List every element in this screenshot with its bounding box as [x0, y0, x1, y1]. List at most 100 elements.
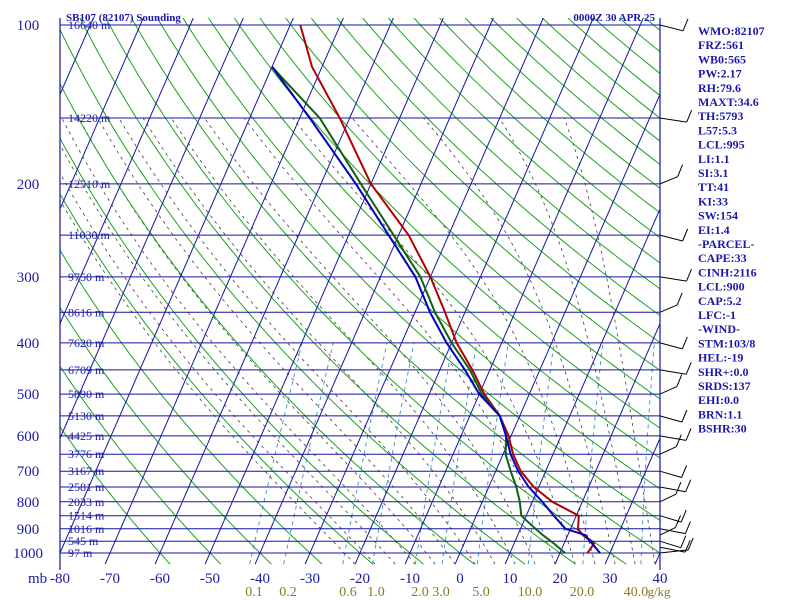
- isotherm-line: [604, 437, 660, 565]
- wind-barb-feather: [681, 409, 688, 423]
- index-entry: -PARCEL-: [698, 237, 754, 251]
- parcel-profile-line: [271, 66, 601, 554]
- wind-barb: [659, 434, 682, 455]
- isotherm-line: [154, 18, 394, 565]
- wind-barb-staff: [659, 415, 683, 423]
- wind-barb-feather: [677, 164, 684, 177]
- stability-indices-panel: WMO:82107FRZ:561WB0:565PW:2.17RH:79.6MAX…: [698, 24, 765, 436]
- wind-barb: [659, 537, 694, 554]
- wind-barb-staff: [659, 470, 682, 478]
- index-entry: SHR+:0.0: [698, 365, 749, 379]
- wind-barb-staff: [659, 546, 686, 553]
- wind-barb-feather: [686, 109, 693, 123]
- isotherm-line: [60, 18, 144, 211]
- wind-barb-feather: [686, 268, 692, 282]
- mixing-ratio-unit: g/kg: [647, 584, 671, 599]
- index-entry: LI:1.1: [698, 152, 730, 166]
- height-label: 97 m: [68, 546, 93, 560]
- wind-barb: [659, 268, 692, 282]
- temperature-tick-label: 20: [553, 571, 568, 587]
- wind-barb-staff: [659, 342, 683, 350]
- mixing-ratio-line: [342, 342, 388, 565]
- isotherm-line: [254, 18, 494, 565]
- wind-barb: [659, 18, 689, 32]
- height-label: 16640 m: [68, 18, 111, 32]
- mixing-ratio-label: 2.0: [411, 585, 429, 600]
- pressure-tick-label: 200: [17, 177, 40, 193]
- wind-barb-staff: [659, 234, 683, 242]
- pressure-tick-label: 300: [17, 270, 40, 286]
- wind-barb: [659, 509, 687, 523]
- wind-barb-feather: [681, 465, 688, 478]
- isotherm-line: [104, 18, 344, 565]
- temperature-tick-label: -20: [350, 571, 370, 587]
- index-entry: CAP:5.2: [698, 294, 742, 308]
- wind-barb-staff: [659, 435, 687, 441]
- index-entry: HEL:-19: [698, 351, 743, 365]
- temperature-tick-label: 10: [503, 571, 518, 587]
- mixing-ratio-label: 3.0: [432, 585, 450, 600]
- temperature-axis-labels: -80 -70 -60 -50 -40 -30 -20 -10 0 10 20 30 40: [50, 571, 668, 587]
- isotherm-line: [60, 18, 294, 555]
- wind-barb-staff: [659, 24, 684, 32]
- height-label: 3167 m: [68, 464, 105, 478]
- isotherm-line: [204, 18, 444, 565]
- isotherm-line: [304, 18, 544, 565]
- wind-barb: [659, 362, 692, 375]
- wind-barb: [659, 409, 688, 423]
- wind-barb-staff: [659, 369, 687, 375]
- mixing-ratio-line: [441, 342, 478, 565]
- wind-barb: [659, 109, 693, 123]
- index-entry: EHI:0.0: [698, 393, 739, 407]
- mixing-ratio-line: [640, 342, 655, 565]
- wind-barb: [659, 428, 692, 441]
- temperature-tick-label: 30: [603, 571, 618, 587]
- pressure-tick-label: 700: [17, 464, 40, 480]
- wind-barb-feather: [685, 428, 692, 441]
- wind-barb-staff: [659, 446, 677, 455]
- mixing-ratio-label: 20.0: [570, 585, 595, 600]
- x-axis-unit: mb: [28, 571, 47, 587]
- index-entry: LCL:995: [698, 138, 745, 152]
- pressure-tick-label: 600: [17, 429, 40, 445]
- chart-title: SB107 (82107) Sounding: [66, 12, 181, 24]
- height-labels: 16640 m 14220 m 12510 m 11030 m 9750 m 8616 m…: [68, 18, 111, 560]
- height-label: 14220 m: [68, 111, 111, 125]
- isotherm-line: [404, 18, 644, 565]
- isotherm-line: [60, 18, 194, 325]
- height-label: 8616 m: [68, 305, 105, 319]
- mixing-ratio-label: 0.6: [339, 585, 357, 600]
- pressure-tick-label: 800: [17, 495, 40, 511]
- index-entry: SI:3.1: [698, 166, 728, 180]
- mixing-ratio-line: [283, 342, 334, 565]
- index-entry: LFC:-1: [698, 308, 736, 322]
- height-label: 11030 m: [68, 228, 111, 242]
- wind-barb-feather: [684, 539, 691, 553]
- mixing-ratio-labels: 0.1 0.2 0.6 1.0 2.0 3.0 5.0 10.0 20.0 40.0 g/kg: [245, 584, 671, 600]
- mixing-ratio-line: [527, 342, 555, 565]
- wind-barbs: [659, 18, 694, 554]
- dry-adiabat-line: [60, 425, 171, 565]
- wind-barb-staff: [659, 276, 687, 282]
- index-entry: TH:5793: [698, 109, 743, 123]
- pressure-tick-label: 400: [17, 336, 40, 352]
- temperature-tick-label: -80: [50, 571, 70, 587]
- wind-barb-feather: [676, 292, 683, 306]
- index-entry: MAXT:34.6: [698, 95, 759, 109]
- pressure-tick-label: 100: [17, 18, 40, 34]
- pressure-tick-label: 1000: [13, 546, 43, 562]
- wind-barb-staff: [659, 549, 689, 554]
- height-label: 5130 m: [68, 409, 105, 423]
- wind-barb: [659, 482, 682, 503]
- wind-barb-feather: [685, 479, 692, 492]
- index-entry: -WIND-: [698, 322, 740, 336]
- index-entry: SRDS:137: [698, 379, 751, 393]
- isotherm-line: [554, 322, 660, 565]
- height-label: 1514 m: [68, 509, 105, 523]
- index-entry: BSHR:30: [698, 422, 747, 436]
- mixing-ratio-line: [582, 342, 604, 565]
- wind-barb-feather: [675, 482, 682, 495]
- height-label: 12510 m: [68, 177, 111, 191]
- mixing-ratio-label: 5.0: [472, 585, 490, 600]
- wind-barb-feather: [681, 336, 688, 350]
